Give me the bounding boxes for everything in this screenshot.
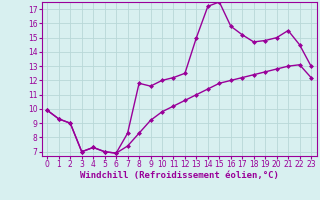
X-axis label: Windchill (Refroidissement éolien,°C): Windchill (Refroidissement éolien,°C) — [80, 171, 279, 180]
